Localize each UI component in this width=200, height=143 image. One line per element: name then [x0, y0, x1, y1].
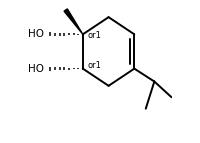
Polygon shape — [64, 9, 83, 34]
Text: HO: HO — [28, 29, 44, 39]
Text: HO: HO — [28, 64, 44, 74]
Text: or1: or1 — [88, 31, 102, 40]
Text: or1: or1 — [88, 61, 102, 70]
